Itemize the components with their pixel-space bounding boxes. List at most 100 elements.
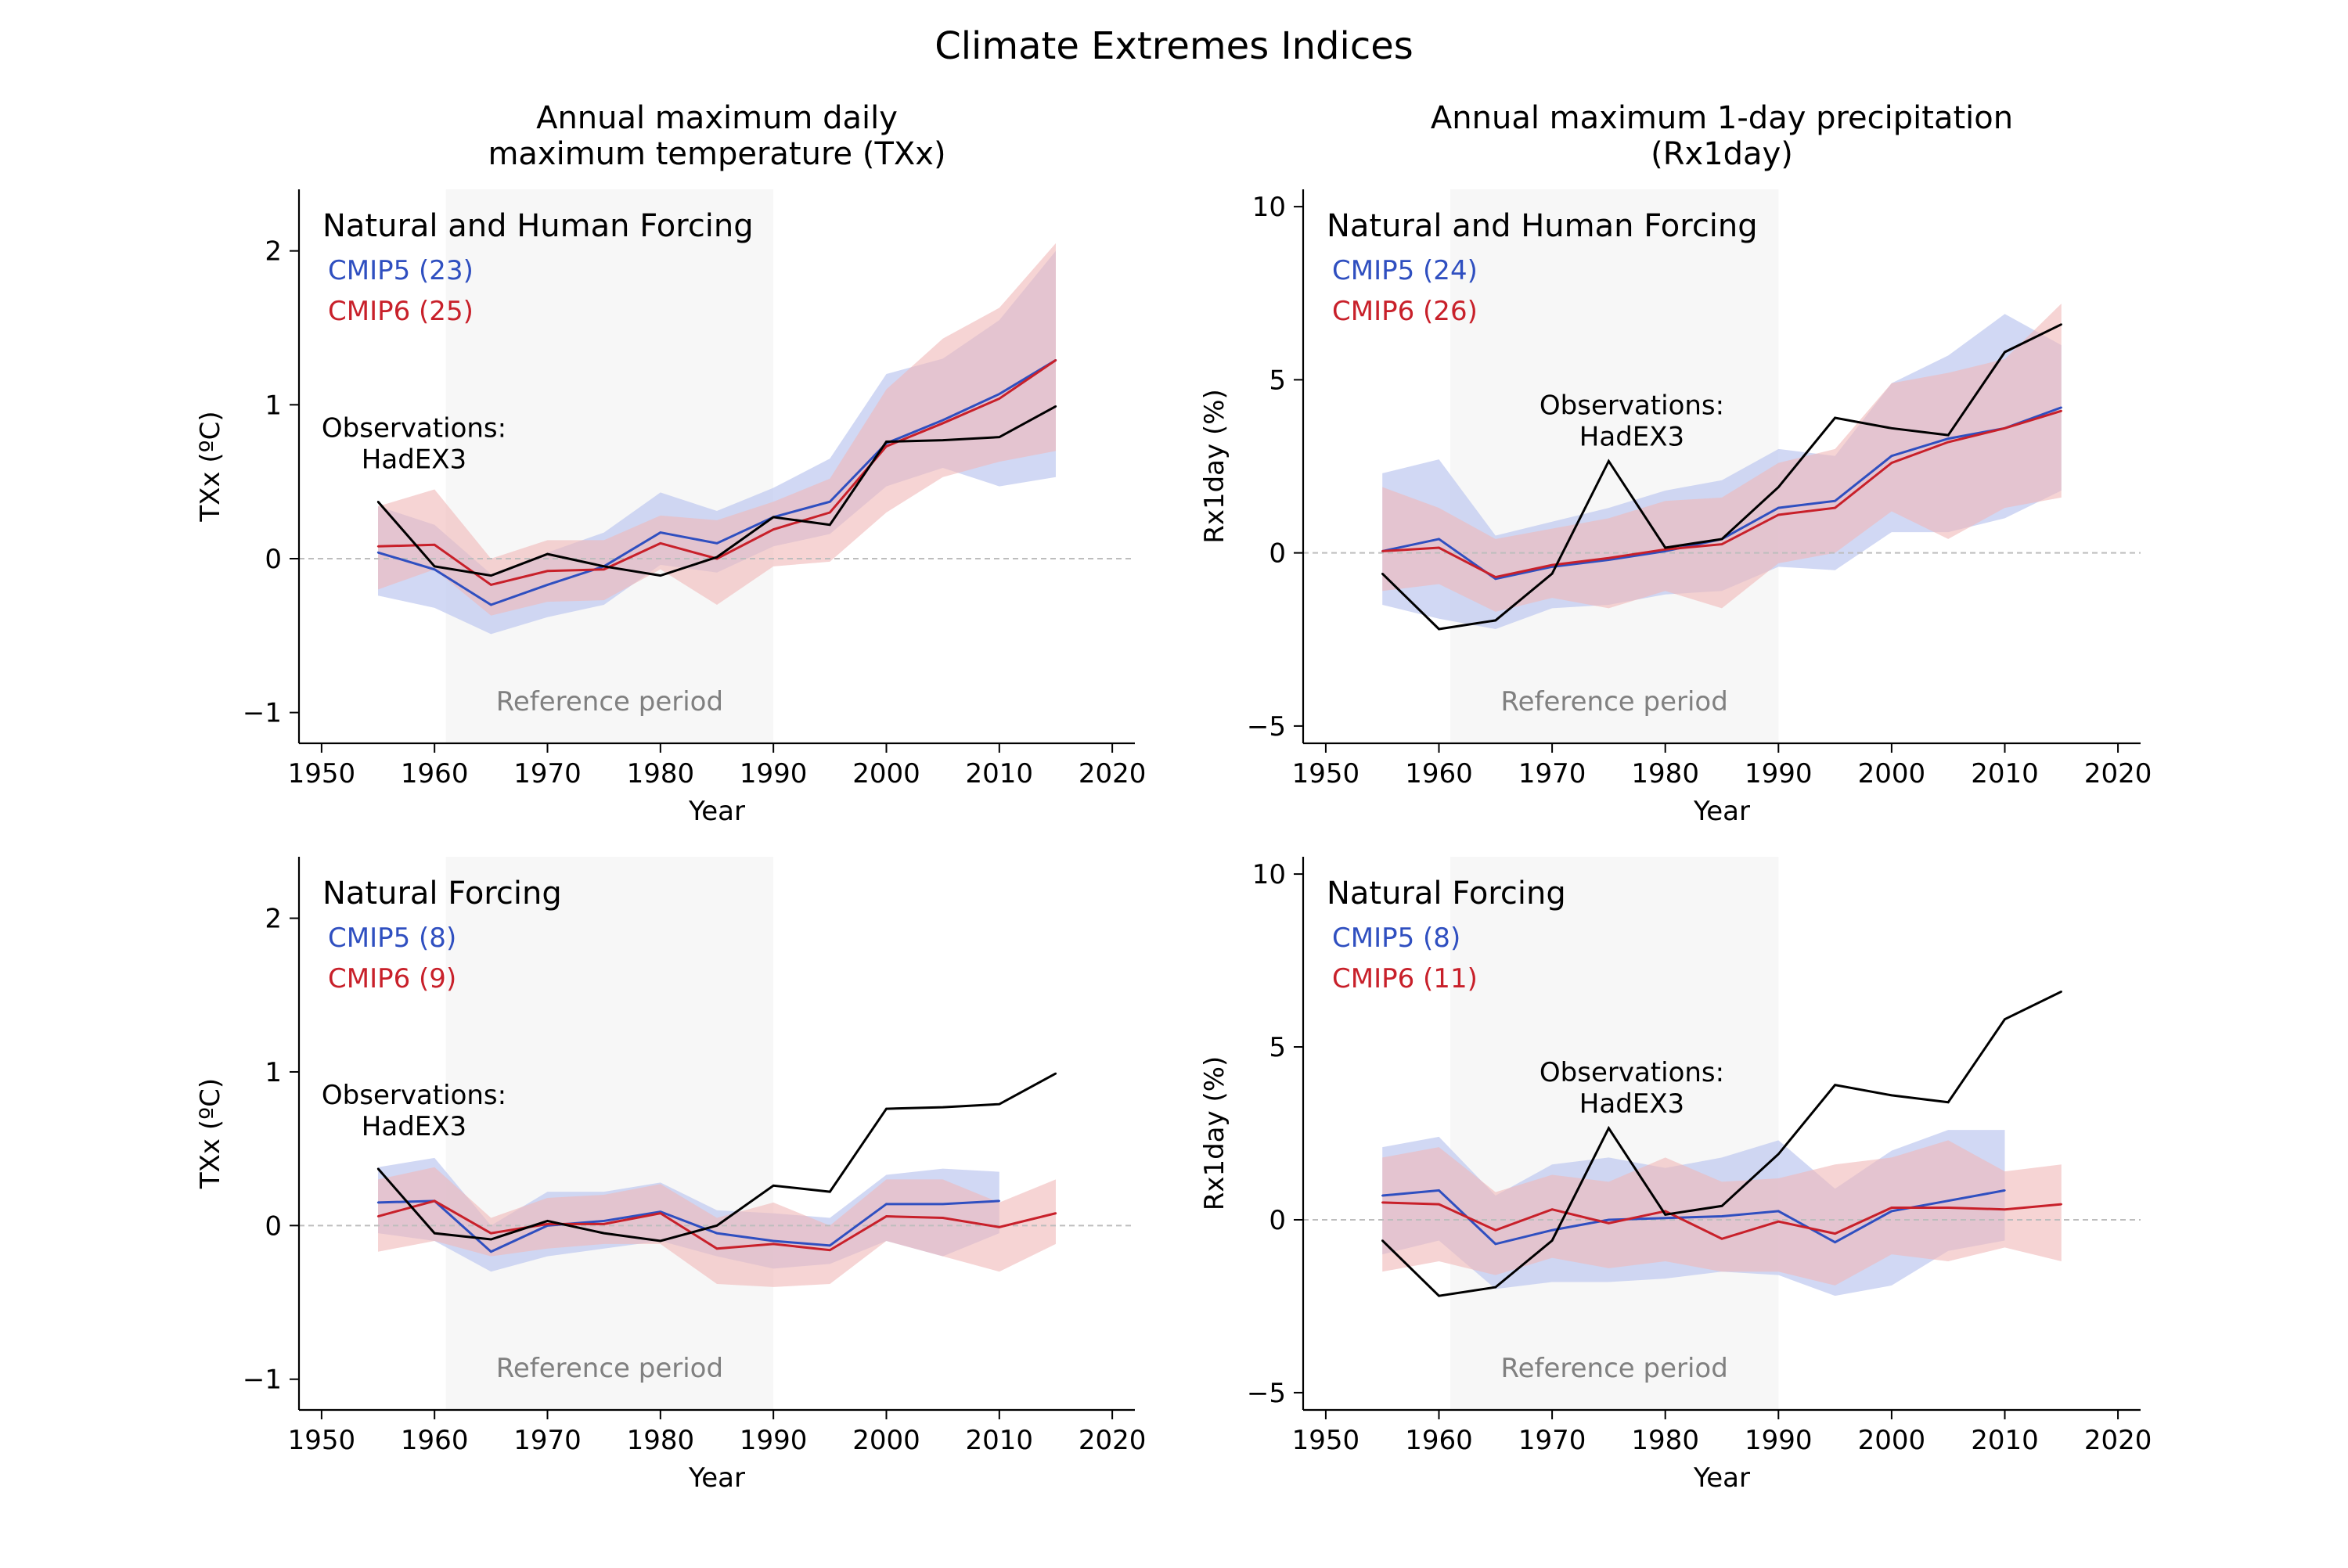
y-axis-label: TXx (ºC) — [195, 411, 226, 522]
cmip6-point — [433, 1199, 436, 1203]
y-tick-label: −5 — [1247, 1378, 1286, 1409]
obs-point — [1054, 405, 1057, 408]
obs-point — [772, 516, 775, 519]
cmip5-point — [603, 1220, 605, 1222]
cmip5-point — [1494, 1243, 1497, 1246]
chart-panels: 1950 1960 1970 1980 1990 2000 2010 2020−1012Yea… — [195, 100, 2152, 1494]
cmip6-point — [433, 544, 436, 546]
obs-point — [490, 1238, 492, 1241]
panel-title: Annual maximum daily maximum temperature … — [488, 100, 945, 172]
cmip6-point — [1550, 1208, 1554, 1210]
cmip6-point — [772, 528, 775, 530]
y-tick-label: 1 — [265, 390, 282, 421]
cmip6-point — [942, 422, 944, 425]
chart-panel-4: 1950 1960 1970 1980 1990 2000 2010 2020 −5 0 5 10 Ye… — [1199, 857, 2152, 1494]
cmip6-point — [1054, 1212, 1057, 1214]
x-axis-label: Year — [1693, 1462, 1750, 1494]
cmip5-line — [377, 1199, 999, 1253]
x-tick-label: 1950 — [288, 1425, 356, 1456]
x-tick-label: 2000 — [852, 758, 920, 789]
obs-point — [603, 1232, 605, 1235]
cmip5-point — [2004, 1189, 2006, 1192]
obs-point — [2060, 991, 2062, 993]
cmip6-point — [1946, 441, 1950, 444]
obs-point — [1777, 486, 1780, 488]
y-tick-label: 0 — [1269, 1205, 1286, 1236]
x-tick-label: 1990 — [740, 1425, 808, 1456]
cmip5-point — [1608, 1218, 1610, 1221]
observations-source-label: HadEX3 — [1579, 1088, 1684, 1120]
observations-label: Observations: — [322, 1080, 506, 1111]
cmip5-point — [546, 584, 549, 586]
observations-source-label: HadEX3 — [362, 1111, 466, 1142]
cmip5-point — [1777, 1210, 1780, 1213]
x-tick-label: 1960 — [401, 758, 469, 789]
cmip5-point — [829, 501, 831, 503]
obs-point — [2060, 323, 2062, 325]
cmip6-point — [829, 1249, 831, 1251]
cmip5-point — [1664, 550, 1666, 552]
x-tick-label: 2010 — [966, 1425, 1034, 1456]
cmip5-point — [998, 1199, 1001, 1203]
x-tick-label: 1980 — [1631, 758, 1699, 789]
x-tick-label: 2000 — [1858, 1425, 1926, 1456]
legend-entry-cmip6: CMIP6 (25) — [328, 296, 474, 327]
obs-point — [1438, 1294, 1440, 1297]
cmip5-point — [1664, 1217, 1666, 1219]
cmip6-point — [1834, 506, 1836, 509]
cmip6-point — [1834, 1232, 1836, 1235]
cmip6-point — [659, 542, 662, 545]
observations-label: Observations: — [1540, 390, 1724, 422]
y-tick-label: 2 — [265, 904, 282, 935]
obs-point — [1890, 427, 1893, 430]
obs-point — [942, 1106, 944, 1109]
panel-title: Annual maximum 1-day precipitation (Rx1da… — [1431, 100, 2013, 172]
x-tick-label: 1960 — [401, 1425, 469, 1456]
cmip5-point — [1946, 1199, 1950, 1202]
obs-point — [659, 1239, 662, 1243]
obs-point — [1777, 1153, 1780, 1156]
cmip6-point — [942, 1217, 944, 1219]
y-tick-label: 10 — [1252, 192, 1286, 223]
x-tick-label: 1950 — [1292, 1425, 1360, 1456]
obs-point — [715, 1225, 718, 1227]
x-tick-label: 1970 — [513, 1425, 582, 1456]
obs-point — [1720, 538, 1723, 541]
chart-panel-1: 1950 1960 1970 1980 1990 2000 2010 2020 −1 0 1 2 Yea… — [195, 100, 1146, 827]
reference-period-label: Reference period — [1500, 1353, 1727, 1384]
cmip6-point — [1494, 1229, 1497, 1232]
x-tick-label: 1950 — [1292, 758, 1360, 789]
cmip6-point — [603, 568, 605, 570]
legend-entry-cmip5: CMIP5 (24) — [1332, 255, 1478, 286]
obs-point — [1608, 1127, 1610, 1130]
panel-title-line: Annual maximum daily — [536, 100, 898, 136]
cmip5-point — [376, 551, 380, 554]
cmip6-point — [490, 584, 492, 586]
cmip5-point — [1777, 506, 1780, 509]
x-tick-label: 2020 — [2084, 1425, 2152, 1456]
reference-period-label: Reference period — [1500, 686, 1727, 717]
x-axis-label: Year — [688, 1462, 745, 1494]
cmip5-point — [1834, 500, 1836, 502]
cmip6-point — [1550, 563, 1554, 566]
obs-point — [546, 552, 549, 556]
cmip6-point — [1608, 1222, 1610, 1225]
obs-point — [998, 1102, 1001, 1106]
x-tick-label: 1950 — [288, 758, 356, 789]
x-axis-label: Year — [688, 796, 745, 827]
obs-point — [1550, 572, 1554, 575]
cmip5-point — [433, 568, 436, 570]
cmip6-point — [1438, 1203, 1440, 1206]
obs-point — [772, 1185, 775, 1187]
cmip6-point — [2060, 410, 2062, 412]
y-tick-label: 0 — [265, 544, 282, 575]
chart-panel-3: 1950 1960 1970 1980 1990 2000 2010 2020 −1 0 1 2 Yea… — [195, 857, 1146, 1494]
obs-point — [659, 574, 662, 577]
obs-point — [1054, 1072, 1057, 1075]
cmip6-point — [1720, 543, 1723, 545]
obs-point — [1550, 1239, 1554, 1242]
cmip5-line — [1382, 1189, 2005, 1246]
cmip5-point — [885, 1203, 888, 1206]
obs-point — [715, 556, 718, 559]
observations-label: Observations: — [322, 413, 506, 444]
